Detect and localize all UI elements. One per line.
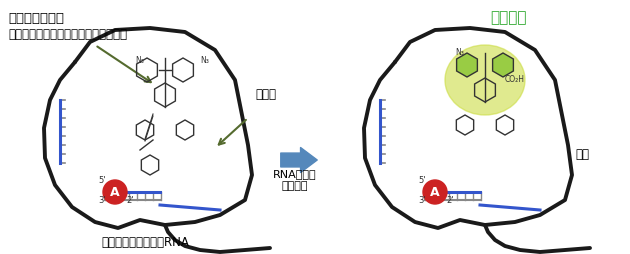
Circle shape xyxy=(103,180,127,204)
FancyArrowPatch shape xyxy=(281,148,318,172)
Text: 蛍光活性化合物: 蛍光活性化合物 xyxy=(8,12,64,25)
Polygon shape xyxy=(457,53,478,77)
Text: 蛍光発生: 蛍光発生 xyxy=(490,10,527,25)
Text: 5': 5' xyxy=(98,176,106,185)
Text: N₃: N₃ xyxy=(135,56,144,65)
Text: 2': 2' xyxy=(126,196,134,205)
Text: N₃: N₃ xyxy=(455,48,464,57)
Text: 3': 3' xyxy=(418,196,426,205)
Text: RNA上での
化学反応: RNA上での 化学反応 xyxy=(273,169,317,191)
Text: 酸化: 酸化 xyxy=(575,149,589,162)
Text: CO₂H: CO₂H xyxy=(505,75,525,84)
Polygon shape xyxy=(493,53,513,77)
Text: A: A xyxy=(110,185,120,198)
Text: 還元剤: 還元剤 xyxy=(255,88,276,102)
Text: 投げ縄型イントロンRNA: 投げ縄型イントロンRNA xyxy=(101,236,189,249)
Text: 2': 2' xyxy=(446,196,454,205)
Text: N₃: N₃ xyxy=(200,56,209,65)
Text: 3': 3' xyxy=(98,196,106,205)
Circle shape xyxy=(423,180,447,204)
Text: A: A xyxy=(430,185,440,198)
Text: 5': 5' xyxy=(418,176,426,185)
Ellipse shape xyxy=(445,45,525,115)
Text: （フルオレセインーアジドプローブ）: （フルオレセインーアジドプローブ） xyxy=(8,28,127,41)
